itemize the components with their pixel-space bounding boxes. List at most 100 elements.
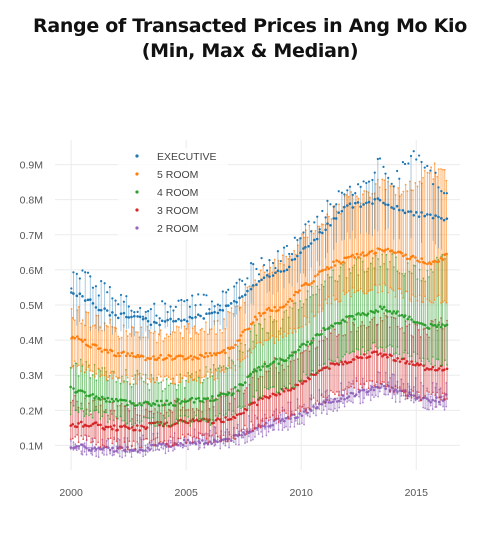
max-point (115, 380, 118, 383)
median-point (362, 254, 366, 257)
min-point (191, 441, 194, 444)
min-point (185, 375, 188, 378)
max-point (194, 304, 197, 307)
min-point (202, 434, 205, 437)
median-point (124, 425, 127, 428)
max-point (109, 452, 111, 455)
min-point (179, 415, 182, 417)
median-point (382, 353, 386, 356)
min-point (230, 413, 233, 416)
median-point (296, 291, 300, 294)
max-point (263, 271, 266, 274)
median-point (297, 348, 300, 352)
min-point (101, 444, 104, 447)
min-point (396, 346, 399, 348)
median-point (146, 356, 149, 360)
min-point (318, 401, 321, 404)
min-point (403, 351, 405, 354)
max-point (308, 224, 311, 227)
min-point (185, 420, 187, 423)
median-point (287, 356, 290, 360)
min-point (388, 390, 391, 393)
min-point (165, 445, 168, 448)
median-point (226, 304, 230, 307)
median-point (75, 294, 79, 298)
max-point (335, 203, 338, 206)
min-point (373, 396, 375, 399)
median-point (159, 399, 163, 403)
max-point (228, 311, 231, 314)
median-point (407, 210, 410, 213)
max-point (113, 326, 116, 329)
median-point (403, 314, 407, 317)
min-point (359, 353, 362, 356)
median-point (106, 425, 110, 429)
min-point (177, 437, 180, 440)
min-point (309, 374, 312, 377)
min-point (157, 373, 160, 376)
median-point (194, 442, 198, 446)
min-point (397, 287, 400, 290)
max-point (225, 291, 228, 294)
min-point (246, 441, 249, 443)
median-point (114, 354, 118, 358)
min-point (121, 456, 124, 459)
median-point (268, 275, 271, 278)
legend-marker (135, 226, 139, 230)
median-point (184, 357, 188, 361)
median-point (70, 291, 73, 294)
max-point (249, 262, 253, 265)
min-point (162, 441, 165, 444)
median-point (437, 367, 441, 370)
min-point (400, 292, 403, 295)
min-point (404, 290, 407, 293)
median-point (429, 322, 433, 326)
min-point (312, 397, 315, 399)
legend-label: 2 ROOM (157, 223, 198, 235)
median-point (369, 309, 373, 313)
median-point (282, 419, 286, 423)
median-point (356, 201, 360, 204)
min-point (199, 432, 202, 435)
median-point (167, 353, 171, 357)
median-point (284, 416, 288, 420)
median-point (101, 447, 104, 451)
median-point (222, 348, 226, 352)
max-point (218, 304, 222, 307)
min-point (310, 310, 313, 313)
median-point (371, 202, 374, 205)
median-point (69, 385, 72, 389)
max-point (238, 278, 241, 281)
min-point (374, 345, 377, 348)
max-point (150, 441, 153, 443)
min-point (187, 448, 189, 451)
min-point (381, 346, 384, 349)
median-point (345, 315, 348, 319)
min-point (142, 438, 145, 441)
min-point (377, 395, 380, 398)
min-point (118, 377, 121, 379)
median-point (75, 335, 79, 338)
max-point (312, 403, 315, 406)
max-point (199, 303, 202, 306)
min-point (277, 421, 280, 424)
min-point (116, 447, 119, 449)
min-point (441, 364, 444, 367)
min-point (427, 408, 430, 411)
min-point (197, 419, 200, 422)
min-point (232, 363, 235, 365)
min-point (320, 412, 323, 415)
max-point (347, 195, 350, 198)
min-point (160, 423, 163, 425)
max-point (120, 336, 123, 339)
median-point (135, 424, 139, 427)
min-point (199, 417, 201, 420)
max-point (302, 231, 305, 234)
min-point (414, 395, 417, 398)
median-point (425, 367, 429, 370)
min-point (363, 383, 366, 386)
median-point (209, 399, 212, 402)
min-point (232, 410, 235, 413)
median-point (410, 318, 413, 321)
max-point (369, 196, 371, 199)
